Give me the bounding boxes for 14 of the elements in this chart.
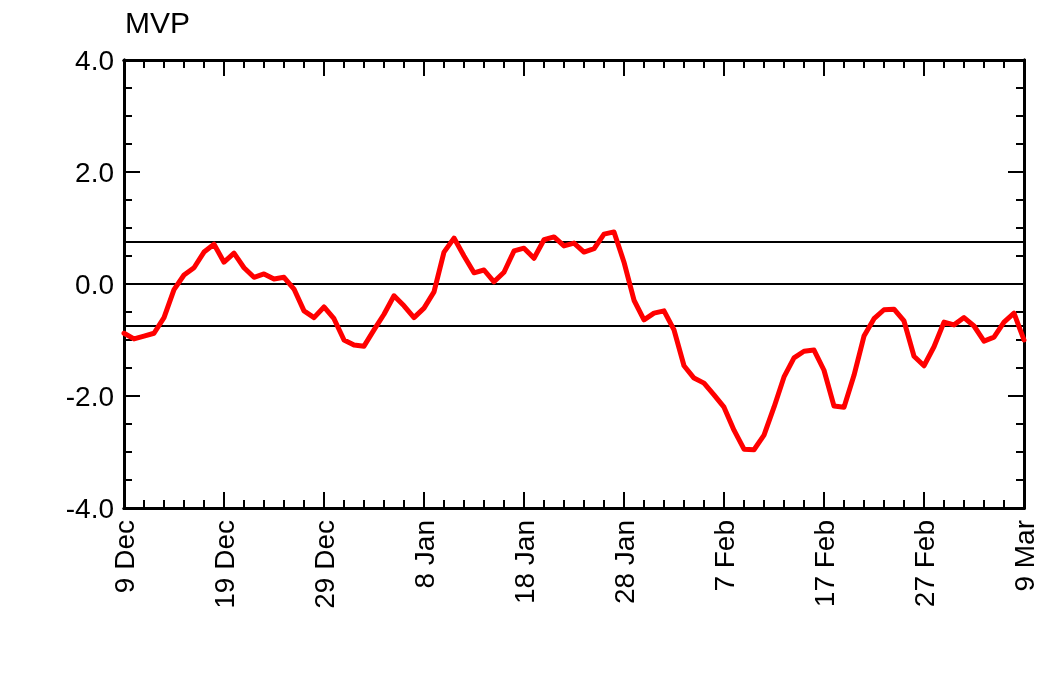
x-tick-label: 29 Dec [308, 520, 340, 609]
x-tick-label: 17 Feb [808, 520, 840, 608]
x-tick-label: 9 Mar [1008, 520, 1040, 592]
y-tick-label: 2.0 [75, 156, 114, 188]
x-tick-label: 7 Feb [708, 520, 740, 592]
chart-title: MVP [125, 5, 191, 39]
x-tick-label: 8 Jan [408, 520, 440, 589]
x-tick-label: 28 Jan [608, 520, 640, 605]
y-tick-label: -2.0 [65, 380, 114, 412]
y-tick-label: 0.0 [75, 268, 114, 300]
x-tick-label: 18 Jan [508, 520, 540, 605]
x-tick-label: 19 Dec [208, 520, 240, 609]
x-tick-label: 27 Feb [908, 520, 940, 608]
y-tick-label: 4.0 [75, 44, 114, 76]
